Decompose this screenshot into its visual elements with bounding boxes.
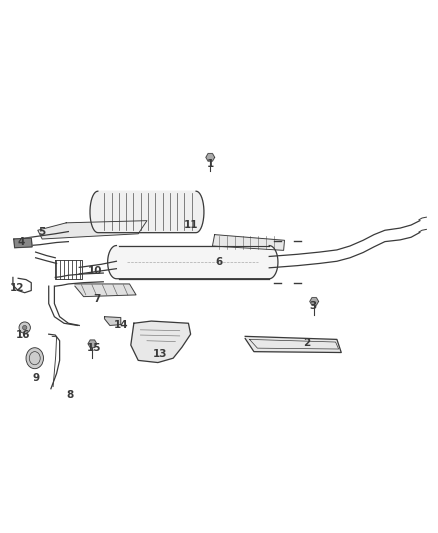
Text: 4: 4 <box>18 238 25 247</box>
Ellipse shape <box>26 348 43 369</box>
Text: 7: 7 <box>93 294 100 304</box>
Text: 2: 2 <box>303 338 310 348</box>
Polygon shape <box>75 284 136 297</box>
Text: 8: 8 <box>66 390 73 400</box>
Text: 3: 3 <box>309 301 317 311</box>
Text: 16: 16 <box>16 330 31 340</box>
Text: 9: 9 <box>32 373 39 383</box>
Text: 6: 6 <box>215 257 223 267</box>
Polygon shape <box>88 340 97 348</box>
Polygon shape <box>206 154 215 161</box>
Polygon shape <box>14 238 32 248</box>
Text: 1: 1 <box>207 159 214 169</box>
Circle shape <box>19 322 30 333</box>
Polygon shape <box>105 317 121 326</box>
Polygon shape <box>131 321 191 362</box>
Text: 12: 12 <box>10 283 24 293</box>
Text: 13: 13 <box>153 349 167 359</box>
Polygon shape <box>245 336 341 352</box>
Text: 15: 15 <box>86 343 101 353</box>
Polygon shape <box>90 191 204 233</box>
Text: 5: 5 <box>39 227 46 237</box>
Polygon shape <box>38 221 147 239</box>
Text: 10: 10 <box>87 266 102 276</box>
Polygon shape <box>310 297 318 305</box>
Text: 14: 14 <box>113 320 128 330</box>
Polygon shape <box>212 235 285 251</box>
Circle shape <box>22 326 27 330</box>
Polygon shape <box>108 246 278 279</box>
Text: 11: 11 <box>184 220 198 230</box>
